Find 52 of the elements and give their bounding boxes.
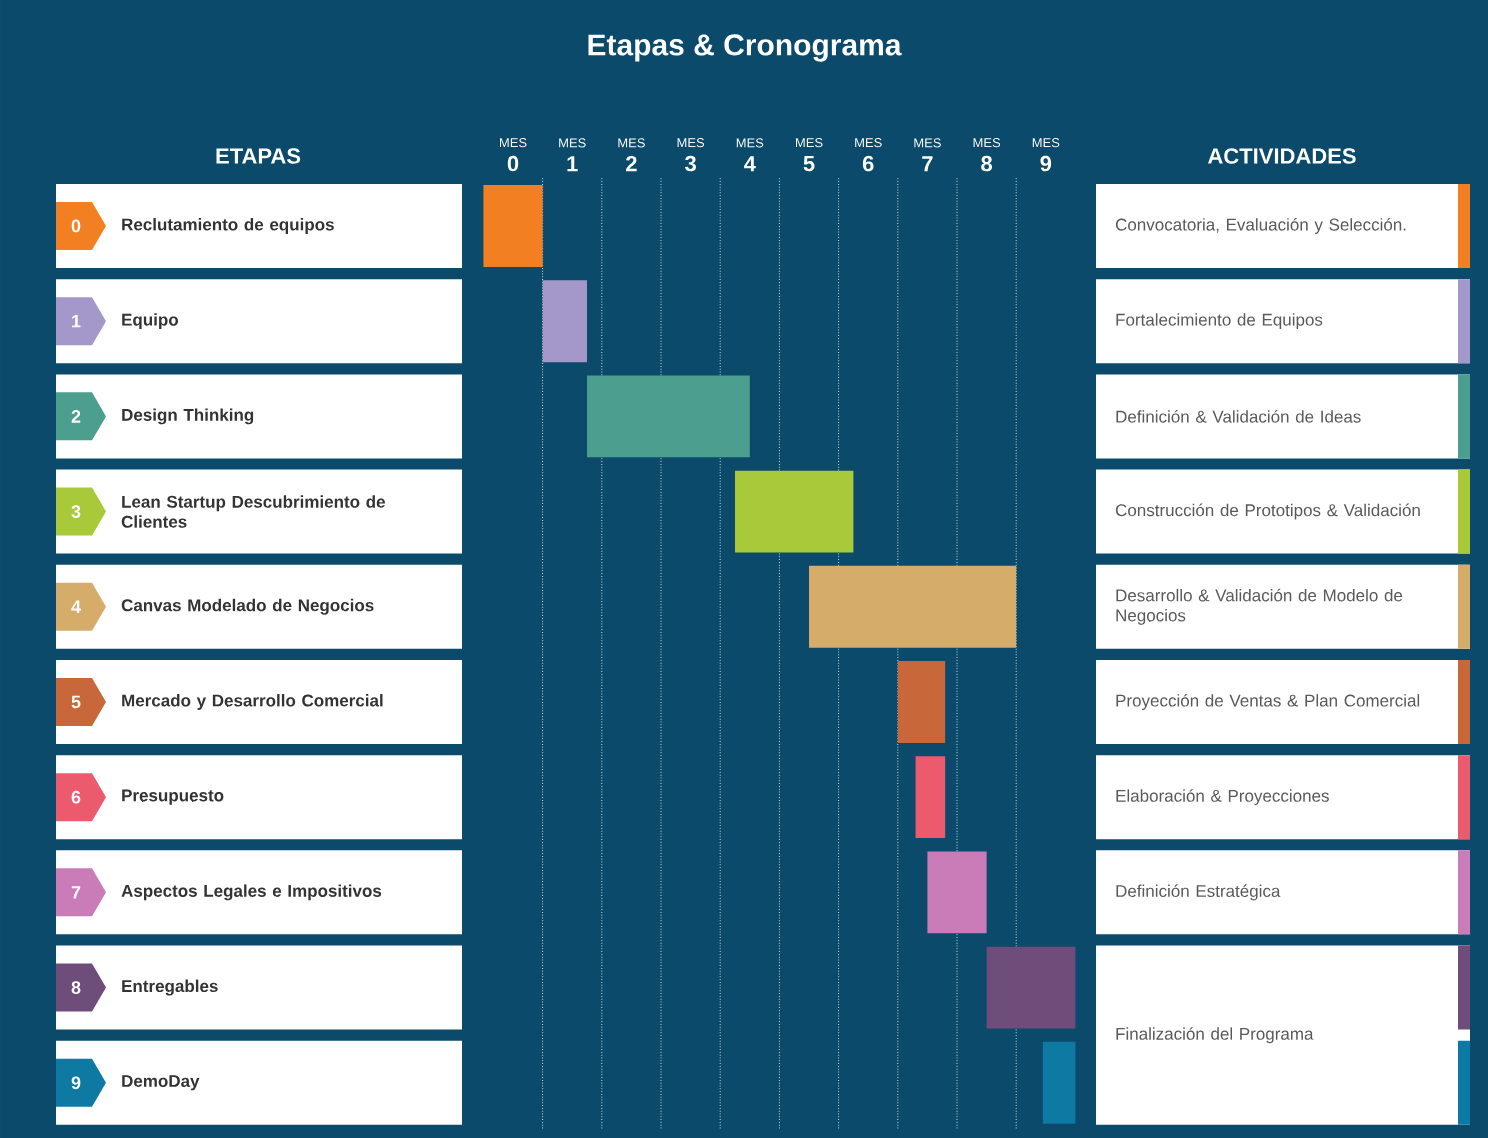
x-tick-label: 5 [803,155,815,172]
text: 4 [71,600,81,613]
y-axis-title: ETAPAS [216,148,301,164]
y-tick-label: Canvas Modelado de Negocios [121,598,374,615]
text: Finalización del Programa [1116,1027,1314,1044]
x-tick-label: 8 [981,155,993,172]
y-tick-label: Design Thinking [122,408,254,425]
y-tick-label: DemoDay [122,1075,200,1091]
text: Convocatoria, Evaluación y Selección. [1115,217,1406,234]
x-tick-label: 1 [567,156,578,172]
bar [915,756,946,839]
x-tick-label: 3 [685,155,696,172]
bar [483,185,543,267]
text: 8 [71,981,81,994]
text: Definición Estratégica [1116,884,1281,901]
text: Proyección de Ventas & Plan Comercial [1116,693,1420,710]
bar [986,946,1076,1029]
text: 9 [71,1076,81,1090]
x-tick-label: 9 [1040,155,1052,172]
text: 0 [71,219,81,233]
text: 5 [71,695,81,709]
bar [809,565,1017,648]
x-tick-label: 2 [626,155,637,172]
x-tick-label: 0 [507,155,519,172]
text: Desarrollo & Validación de Modelo de Negocios [1116,588,1403,625]
text: Fortalecimiento de Equipos [1116,313,1323,330]
bar [927,851,987,934]
bar [542,280,588,363]
y-tick-label: Mercado y Desarrollo Comercial [122,694,383,710]
bar [897,661,946,743]
text: 3 [71,505,81,518]
text: 6 [71,790,81,804]
y-tick-label: Aspectos Legales e Impositivos [121,884,382,901]
text: 1 [72,314,81,328]
text: Elaboración & Proyecciones [1116,789,1329,806]
x-tick-label: 6 [862,155,874,172]
x-tick-label: 7 [922,156,933,172]
bar [587,375,750,458]
text: Definición & Validación de Ideas [1116,410,1361,423]
text: 7 [71,886,81,899]
text: 2 [71,410,81,423]
y-tick-label: Equipo [122,313,179,330]
bar [1042,1041,1076,1124]
y-tick-label: Reclutamiento de equipos [122,218,334,234]
text: Construcción de Prototipos & Validación [1115,503,1420,520]
bar [735,470,854,553]
chart-title: Etapas & Cronograma [588,34,902,62]
x-tick-label: 4 [744,156,756,172]
text: ACTIVIDADES [1207,148,1356,164]
y-tick-label: Lean Startup Descubrimiento de Clientes [121,495,385,528]
y-tick-label: Presupuesto [122,789,224,805]
y-tick-label: Entregables [122,979,218,996]
